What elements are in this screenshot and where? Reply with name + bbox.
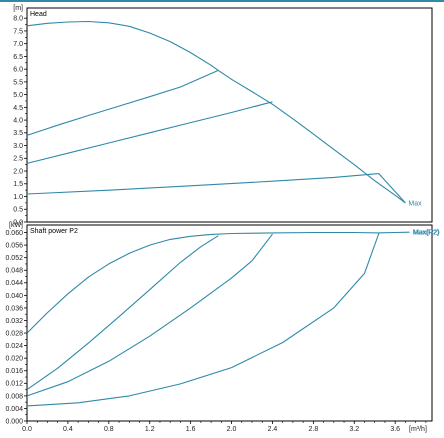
series-line-3 <box>26 101 273 164</box>
head-panel: 0.0 0.5 1.0 1.5 2.0 2.5 3.0 3.5 4.0 4.5 5.0 5.5 6.0 6… <box>13 5 433 226</box>
series-line-2 <box>26 235 219 391</box>
shaft-power-panel: 0.000 0.004 0.008 0.012 0.016 0.020 0.024 0.028… <box>5 222 439 433</box>
y-tick-label: 0.012 <box>5 381 23 388</box>
x-tick-label: 2.4 <box>268 426 278 433</box>
y-tick-label: 7.5 <box>13 28 23 35</box>
y-tick-label: 0.5 <box>13 207 23 214</box>
x-tick-label: 1.6 <box>186 426 196 433</box>
y-tick-label: 0.0 <box>13 219 23 226</box>
y-tick-label: 1.0 <box>13 194 23 201</box>
y-tick-label: 5.5 <box>13 79 23 86</box>
x-unit-label: [m³/h] <box>409 426 427 433</box>
y-tick-label: 0.056 <box>5 243 23 250</box>
y-tick-label: 0.036 <box>5 305 23 312</box>
y-tick-label: 6.0 <box>13 67 23 74</box>
y-tick-label: 3.0 <box>13 143 23 150</box>
y-tick-label: 4.0 <box>13 117 23 124</box>
x-tick-label: 2.8 <box>308 426 318 433</box>
y-tick-label: 0.000 <box>5 418 23 425</box>
panel-title: Head <box>30 11 47 18</box>
y-tick-label: 0.040 <box>5 293 23 300</box>
y-unit-label: [m] <box>13 5 23 12</box>
series-line-3 <box>26 233 273 397</box>
y-tick-label: 0.032 <box>5 318 23 325</box>
x-tick-label: 3.6 <box>390 426 400 433</box>
series-line-2 <box>26 69 219 136</box>
x-tick-label: 2.0 <box>227 426 237 433</box>
y-tick-label: 7.0 <box>13 41 23 48</box>
y-tick-label: 0.048 <box>5 268 23 275</box>
x-tick-label: 0.8 <box>104 426 114 433</box>
y-tick-label: 0.044 <box>5 280 23 287</box>
y-tick-label: 0.028 <box>5 330 23 337</box>
y-tick-label: 5.0 <box>13 92 23 99</box>
y-tick-label: 2.5 <box>13 156 23 163</box>
y-tick-label: 0.060 <box>5 230 23 237</box>
y-tick-label: 3.5 <box>13 130 23 137</box>
y-unit-label: [kW] <box>9 222 23 229</box>
series-line-1 <box>26 231 410 334</box>
series-line-4 <box>26 233 380 407</box>
curve-end-label: Max(P2) <box>413 230 439 237</box>
x-tick-label: 0.0 <box>22 426 32 433</box>
x-tick-label: 3.2 <box>349 426 359 433</box>
y-tick-label: 2.0 <box>13 168 23 175</box>
y-tick-label: 0.004 <box>5 406 23 413</box>
curve-end-label: Max(P2) <box>413 230 439 237</box>
y-tick-label: 1.5 <box>13 181 23 188</box>
y-tick-label: 0.024 <box>5 343 23 350</box>
y-tick-label: 6.5 <box>13 54 23 61</box>
y-tick-label: 0.052 <box>5 255 23 262</box>
x-tick-label: 1.2 <box>145 426 155 433</box>
y-tick-label: 4.5 <box>13 105 23 112</box>
y-tick-label: 0.008 <box>5 393 23 400</box>
plot-frame <box>26 7 433 223</box>
top-accent-bar <box>0 0 444 2</box>
series-line-4 <box>26 173 406 204</box>
y-tick-label: 0.016 <box>5 368 23 375</box>
y-tick-label: 8.0 <box>13 16 23 23</box>
y-tick-label: 0.020 <box>5 356 23 363</box>
plot-frame <box>26 224 433 422</box>
panel-title: Shaft power P2 <box>30 228 78 235</box>
curve-end-label: Max <box>408 200 422 207</box>
x-tick-label: 0.4 <box>63 426 73 433</box>
